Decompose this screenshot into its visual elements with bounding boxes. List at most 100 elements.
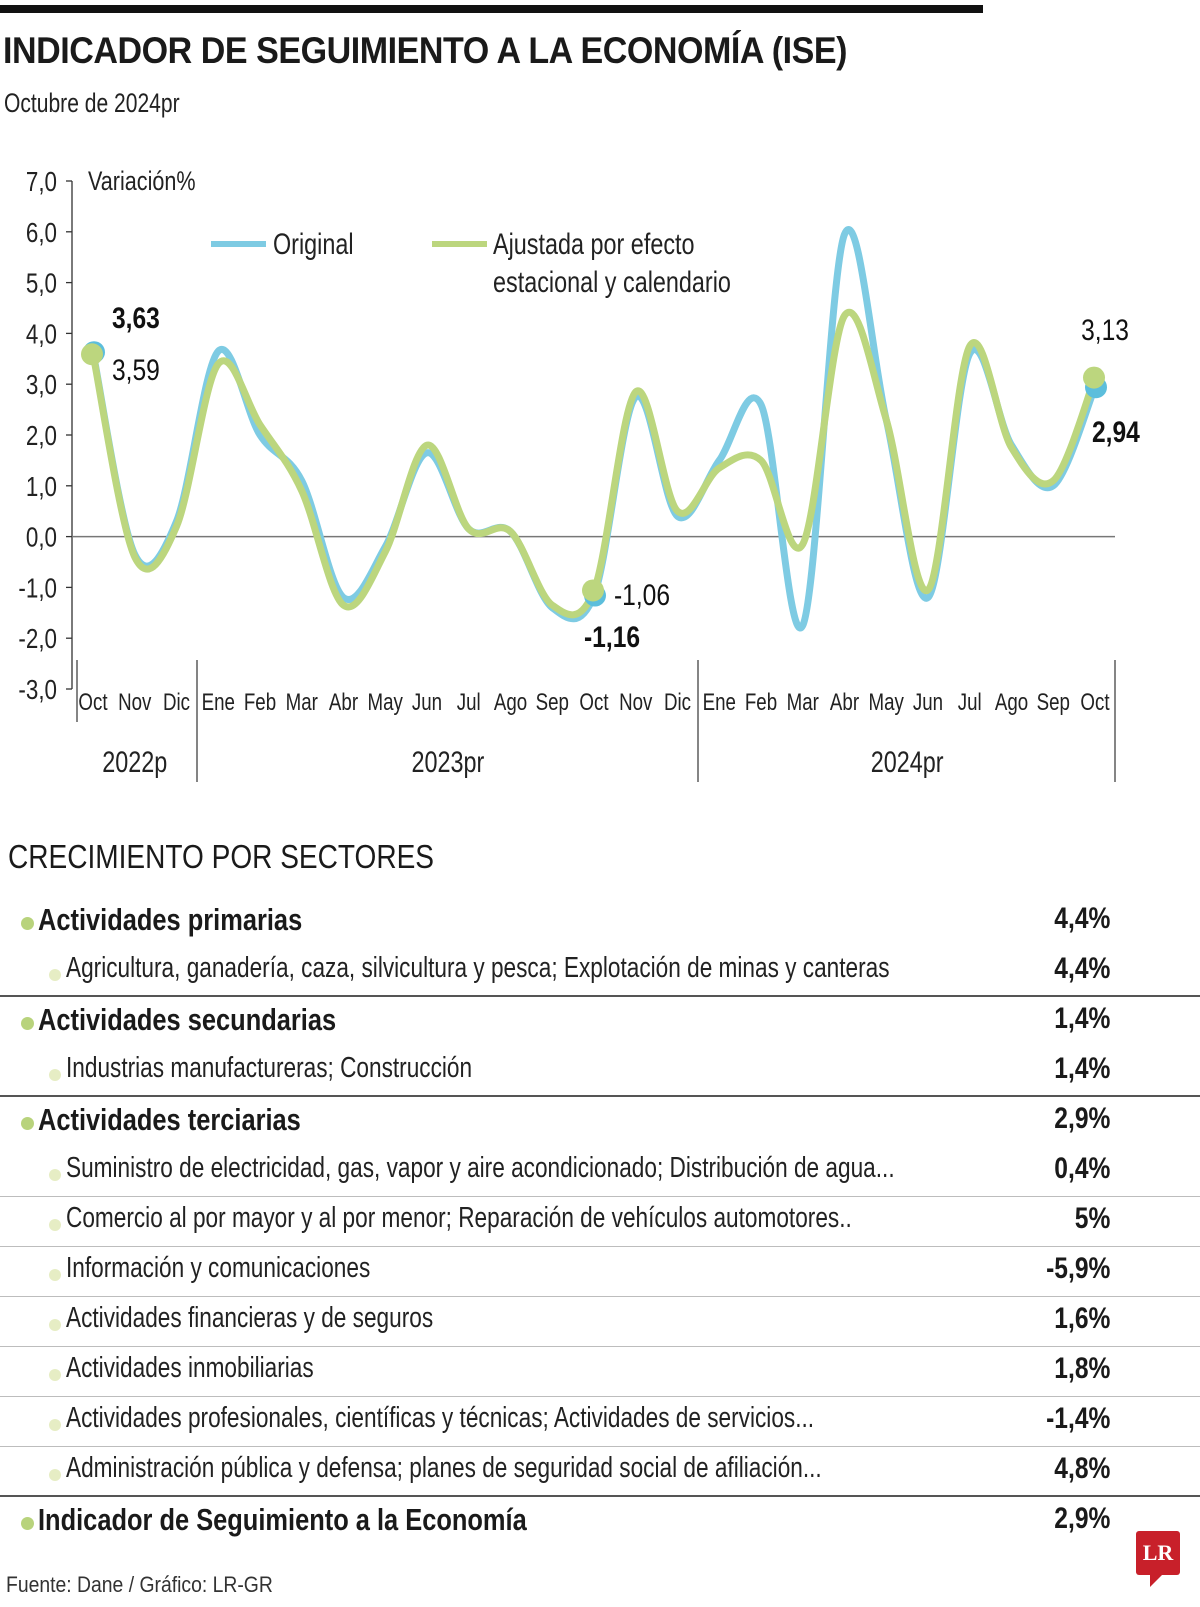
y-tick-label: -2,0	[18, 624, 57, 655]
x-tick-label: Ago	[494, 689, 527, 716]
data-annotations: 3,63 3,59 -1,06 -1,16 3,13 2,94	[112, 301, 1141, 654]
x-tick-label: Ago	[995, 689, 1028, 716]
marker-adjusted	[582, 579, 604, 602]
sector-label: Actividades profesionales, científicas y…	[66, 1402, 815, 1434]
data-label: -1,16	[584, 620, 640, 654]
sector-row-sub: Actividades inmobiliarias 1,8%	[0, 1346, 1200, 1397]
x-tick-label: Feb	[745, 689, 777, 716]
data-label: -1,06	[614, 578, 670, 612]
sector-label: Industrias manufactureras; Construcción	[66, 1052, 473, 1084]
sector-value: 4,8%	[1053, 1452, 1110, 1485]
bullet-icon	[21, 1517, 34, 1530]
y-tick-label: 6,0	[26, 218, 57, 249]
chart-legend: Original Ajustada por efecto estacional y …	[211, 227, 731, 299]
bullet-icon	[21, 917, 34, 930]
sector-growth-table: Actividades primarias 4,4% Agricultura, ga…	[0, 896, 1200, 1546]
y-tick-label: 3,0	[26, 370, 57, 401]
x-tick-label: Mar	[787, 689, 819, 716]
row-divider	[0, 1296, 1200, 1297]
y-tick-label: -1,0	[18, 573, 57, 604]
series-markers	[81, 341, 1107, 607]
row-divider	[0, 1095, 1200, 1097]
marker-adjusted	[1083, 366, 1105, 389]
row-divider	[0, 1495, 1200, 1497]
page-subtitle: Octubre de 2024pr	[4, 88, 180, 118]
row-divider	[0, 1196, 1200, 1197]
data-label: 3,63	[112, 301, 160, 335]
series-line-adjusted	[89, 309, 1099, 619]
x-tick-label: Nov	[619, 689, 652, 716]
sector-value: 1,4%	[1053, 1002, 1110, 1035]
sector-row-main: Actividades terciarias 2,9%	[0, 1096, 1200, 1146]
x-tick-label: Jun	[913, 689, 943, 716]
x-tick-label: Feb	[244, 689, 276, 716]
sector-value: 4,4%	[1053, 902, 1110, 935]
ise-line-chart: 7,0 6,0 5,0 4,0 3,0 2,0 1,0 0,0 -1,0 -2,0 -3,0 Oct…	[18, 167, 1141, 782]
x-tick-label: Ene	[703, 689, 736, 716]
bullet-icon	[49, 1319, 61, 1331]
y-tick-label: 7,0	[26, 167, 57, 198]
x-tick-label: Sep	[536, 689, 569, 716]
legend-label-adjusted: estacional y calendario	[493, 265, 731, 298]
sector-row-sub: Actividades profesionales, científicas y…	[0, 1396, 1200, 1447]
data-label: 2,94	[1092, 415, 1141, 449]
series-lines	[89, 226, 1099, 632]
sector-row-main: Indicador de Seguimiento a la Economía 2,…	[0, 1496, 1200, 1546]
y-tick-label: 1,0	[26, 472, 57, 503]
sector-label: Actividades primarias	[38, 902, 303, 937]
sector-value: 5%	[1074, 1202, 1110, 1235]
sector-value: 0,4%	[1053, 1152, 1110, 1185]
bullet-icon	[49, 1469, 61, 1481]
top-rule	[0, 5, 983, 13]
x-tick-label: Ene	[202, 689, 235, 716]
x-tick-label: Abr	[830, 689, 859, 716]
sector-row-main: Actividades secundarias 1,4%	[0, 996, 1200, 1046]
sector-row-sub: Suministro de electricidad, gas, vapor y…	[0, 1146, 1200, 1197]
row-divider	[0, 1346, 1200, 1347]
x-tick-label: Jul	[457, 689, 481, 716]
sector-label: Actividades secundarias	[38, 1002, 337, 1037]
x-tick-label: Oct	[1080, 689, 1109, 716]
sector-label: Administración pública y defensa; planes…	[66, 1452, 822, 1484]
sector-label: Comercio al por mayor y al por menor; Re…	[66, 1202, 852, 1234]
sector-value: 1,6%	[1053, 1302, 1110, 1335]
bullet-icon	[49, 969, 61, 981]
sector-label: Actividades financieras y de seguros	[66, 1302, 434, 1334]
x-tick-label: Sep	[1037, 689, 1070, 716]
row-divider	[0, 1246, 1200, 1247]
marker-adjusted	[81, 343, 103, 366]
sector-value: -1,4%	[1045, 1402, 1110, 1435]
y-tick-label: 0,0	[26, 522, 57, 553]
source-note: Fuente: Dane / Gráfico: LR-GR	[6, 1572, 273, 1597]
sector-row-sub: Administración pública y defensa; planes…	[0, 1446, 1200, 1497]
x-axis: Oct Nov Dic Ene Feb Mar Abr May Jun Jul Ago Sep Oct N…	[76, 660, 1116, 782]
x-tick-label: Nov	[118, 689, 151, 716]
sector-row-main: Actividades primarias 4,4%	[0, 896, 1200, 946]
sectors-title: CRECIMIENTO POR SECTORES	[8, 838, 435, 875]
bullet-icon	[49, 1169, 61, 1181]
x-tick-label: Dic	[163, 689, 190, 716]
x-tick-label: Jul	[958, 689, 982, 716]
y-tick-label: 2,0	[26, 421, 57, 452]
y-tick-label: 4,0	[26, 319, 57, 350]
sector-value: 4,4%	[1053, 952, 1110, 985]
page-title: INDICADOR DE SEGUIMIENTO A LA ECONOMÍA (…	[3, 30, 848, 71]
bullet-icon	[49, 1419, 61, 1431]
sector-label: Actividades inmobiliarias	[66, 1352, 314, 1384]
sector-label: Información y comunicaciones	[66, 1252, 371, 1284]
bullet-icon	[49, 1069, 61, 1081]
y-tick-label: 5,0	[26, 268, 57, 299]
x-tick-label: Oct	[78, 689, 107, 716]
x-tick-label: Oct	[579, 689, 608, 716]
sector-label: Indicador de Seguimiento a la Economía	[38, 1502, 527, 1537]
y-axis-label: Variación%	[88, 167, 196, 197]
x-tick-label: Abr	[329, 689, 358, 716]
sector-label: Agricultura, ganadería, caza, silvicultu…	[66, 952, 890, 984]
row-divider	[0, 1446, 1200, 1447]
x-tick-label: Jun	[412, 689, 442, 716]
x-tick-label: Dic	[664, 689, 691, 716]
data-label: 3,13	[1081, 313, 1129, 347]
data-label: 3,59	[112, 353, 160, 387]
sector-label: Actividades terciarias	[38, 1102, 301, 1137]
sector-row-sub: Industrias manufactureras; Construcción 1…	[0, 1046, 1200, 1097]
